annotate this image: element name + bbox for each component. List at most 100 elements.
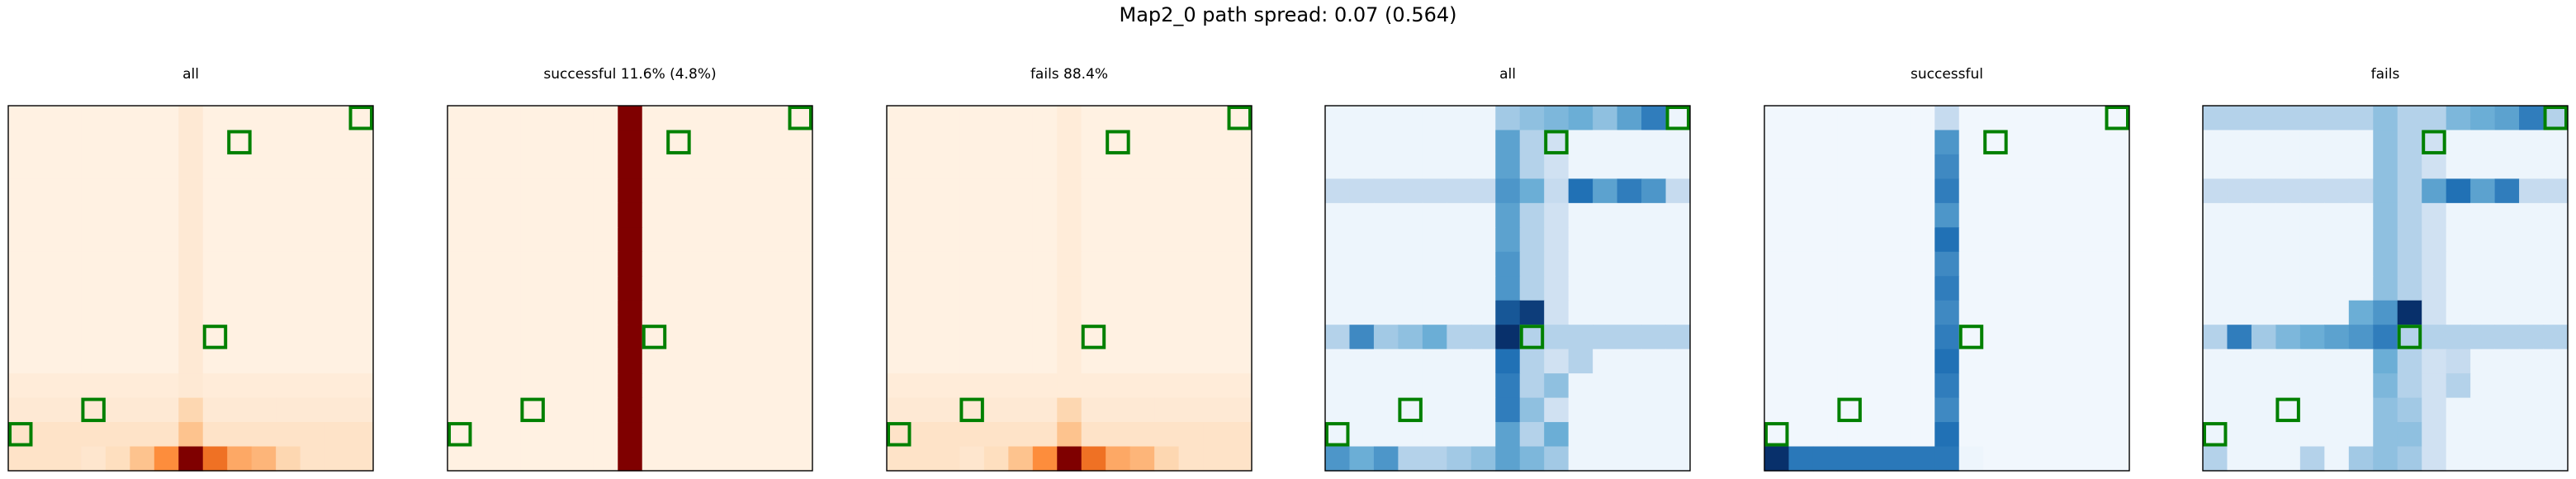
heatmap-cell	[569, 373, 594, 399]
heatmap-cell	[520, 130, 546, 155]
heatmap-cell	[2056, 178, 2081, 204]
heatmap-cell	[1008, 397, 1034, 423]
heatmap-cell	[739, 227, 765, 253]
heatmap-cell	[276, 106, 301, 131]
heatmap-cell	[1398, 349, 1423, 374]
heatmap-cell	[1568, 373, 1593, 399]
panel-title: fails 88.4%	[1030, 66, 1109, 83]
heatmap-cell	[690, 276, 716, 301]
heatmap-cell	[8, 154, 34, 179]
heatmap-cell	[471, 325, 497, 350]
heatmap-cell	[1861, 276, 1887, 301]
heatmap-panel-6: fails	[2202, 66, 2569, 472]
heatmap-cell	[105, 202, 130, 228]
heatmap-cell	[1665, 276, 1691, 301]
heatmap-cell	[544, 276, 570, 301]
heatmap-cell	[105, 154, 130, 179]
heatmap-cell	[983, 446, 1009, 472]
heatmap-cell	[348, 422, 374, 448]
heatmap-cell	[1203, 251, 1229, 277]
heatmap-cell	[1519, 349, 1545, 374]
heatmap-cell	[593, 349, 618, 374]
heatmap-cell	[788, 373, 813, 399]
heatmap-cell	[520, 202, 546, 228]
heatmap-cell	[2032, 325, 2057, 350]
heatmap-cell	[1057, 300, 1082, 325]
heatmap-cell	[1812, 251, 1838, 277]
heatmap-cell	[2251, 227, 2276, 253]
heatmap-cell	[81, 227, 107, 253]
heatmap-cell	[348, 300, 374, 325]
heatmap-cell	[618, 300, 643, 325]
heatmap-cell	[1861, 446, 1887, 472]
heatmap-cell	[2422, 325, 2447, 350]
heatmap-cell	[1544, 106, 1570, 131]
heatmap-cell	[2373, 446, 2398, 472]
heatmap-cell	[1032, 325, 1058, 350]
heatmap-cell	[227, 202, 253, 228]
heatmap-cell	[1593, 106, 1618, 131]
heatmap-cell	[2324, 422, 2350, 448]
heatmap-cell	[2494, 227, 2520, 253]
heatmap-cell	[105, 397, 130, 423]
heatmap-cell	[1470, 178, 1496, 204]
heatmap-cell	[1129, 251, 1155, 277]
heatmap-cell	[2203, 276, 2228, 301]
heatmap-cell	[1837, 227, 1863, 253]
heatmap-cell	[81, 178, 107, 204]
heatmap-cell	[887, 422, 912, 448]
heatmap-cell	[1519, 300, 1545, 325]
heatmap-cell	[2203, 300, 2228, 325]
heatmap-cell	[642, 106, 667, 131]
heatmap-cell	[2543, 422, 2569, 448]
heatmap-cell	[1349, 276, 1375, 301]
heatmap-cell	[2348, 251, 2374, 277]
waypoint-marker	[2275, 397, 2300, 423]
heatmap-cell	[8, 130, 34, 155]
heatmap-cell	[471, 422, 497, 448]
heatmap-cell	[2397, 422, 2422, 448]
heatmap-cell	[81, 202, 107, 228]
heatmap-cell	[32, 106, 58, 131]
heatmap-cell	[2056, 276, 2081, 301]
heatmap-cell	[8, 276, 34, 301]
heatmap-cell	[32, 178, 58, 204]
heatmap-cell	[1373, 325, 1399, 350]
heatmap-cell	[2470, 130, 2496, 155]
heatmap-cell	[1861, 349, 1887, 374]
heatmap-cell	[2299, 349, 2325, 374]
heatmap-cell	[2348, 178, 2374, 204]
heatmap-cell	[2299, 202, 2325, 228]
heatmap-cell	[2105, 300, 2130, 325]
heatmap-cell	[1178, 349, 1204, 374]
heatmap-cell	[1861, 300, 1887, 325]
heatmap-cell	[2032, 178, 2057, 204]
heatmap-cell	[2299, 227, 2325, 253]
heatmap-cell	[1447, 154, 1472, 179]
heatmap-cell	[569, 446, 594, 472]
heatmap-cell	[544, 202, 570, 228]
heatmap-cell	[959, 373, 985, 399]
heatmap-cell	[2397, 251, 2422, 277]
heatmap-cell	[2081, 227, 2106, 253]
heatmap-cell	[105, 349, 130, 374]
heatmap-cell	[1617, 397, 1642, 423]
heatmap-cell	[788, 202, 813, 228]
heatmap-cell	[887, 300, 912, 325]
heatmap-cell	[2470, 397, 2496, 423]
heatmap-cell	[544, 446, 570, 472]
heatmap-cell	[81, 373, 107, 399]
heatmap-cell	[251, 251, 277, 277]
heatmap-cell	[2348, 154, 2374, 179]
heatmap-cell	[2470, 446, 2496, 472]
heatmap-cell	[569, 349, 594, 374]
axes-frame	[2202, 105, 2569, 472]
heatmap-cell	[1544, 422, 1570, 448]
heatmap-cell	[1641, 325, 1667, 350]
heatmap-cell	[1227, 106, 1252, 131]
heatmap-cell	[1568, 349, 1593, 374]
axes-frame	[1764, 105, 2130, 472]
heatmap-cell	[1057, 325, 1082, 350]
heatmap-cell	[544, 325, 570, 350]
heatmap-cell	[1983, 349, 2009, 374]
